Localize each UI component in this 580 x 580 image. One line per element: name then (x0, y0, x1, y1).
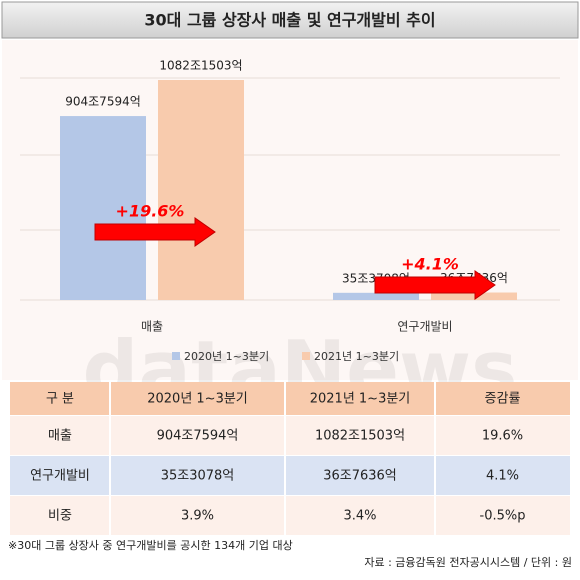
table-cell: 4.1% (486, 469, 519, 484)
table-cell: 연구개발비 (30, 469, 90, 484)
chart-title: 30대 그룹 상장사 매출 및 연구개발비 추이 (144, 11, 435, 30)
table-cell: -0.5%p (480, 509, 526, 524)
table-cell: 증감률 (485, 392, 521, 407)
title-bar (1, 1, 579, 39)
x-tick-label: 매출 (141, 320, 163, 334)
table-row (10, 496, 570, 536)
bar (431, 292, 517, 300)
growth-arrow (94, 217, 216, 247)
footnote: ※30대 그룹 상장사 중 연구개발비를 공시한 134개 기업 대상 (8, 539, 293, 552)
table-cell: 904조7594억 (157, 429, 239, 444)
table-cell: 1082조1503억 (315, 429, 405, 444)
value-label: 1082조1503억 (159, 59, 242, 73)
table-cell: 19.6% (482, 429, 523, 444)
legend-label: 2021년 1~3분기 (314, 350, 399, 363)
legend-label: 2020년 1~3분기 (184, 350, 269, 363)
table-header (10, 382, 570, 416)
source: 자료 : 금융감독원 전자공시시스템 / 단위 : 원 (364, 556, 572, 569)
table-cell: 36조7636억 (323, 469, 397, 484)
table-cell: 구 분 (46, 392, 74, 407)
legend-swatch (302, 352, 310, 360)
table-row (10, 416, 570, 456)
table-cell: 매출 (48, 429, 72, 444)
bar (333, 292, 419, 300)
legend-swatch (172, 352, 180, 360)
table-cell: 2021년 1~3분기 (310, 392, 411, 407)
growth-annotation: +4.1% (401, 255, 459, 274)
x-tick-label: 연구개발비 (397, 320, 452, 334)
bar (158, 80, 244, 300)
table-cell: 3.4% (343, 509, 376, 524)
value-label: 904조7594억 (65, 95, 141, 109)
table-cell: 비중 (48, 509, 72, 524)
growth-annotation: +19.6% (116, 202, 185, 221)
plot: 매출904조7594억1082조1503억연구개발비35조3708억36조763… (20, 59, 560, 363)
table-cell: 35조3078억 (161, 469, 235, 484)
growth-arrow (374, 270, 496, 300)
table-cell: 3.9% (181, 509, 214, 524)
table-cell: 2020년 1~3분기 (147, 392, 248, 407)
table-row (10, 456, 570, 496)
bar (60, 116, 146, 300)
